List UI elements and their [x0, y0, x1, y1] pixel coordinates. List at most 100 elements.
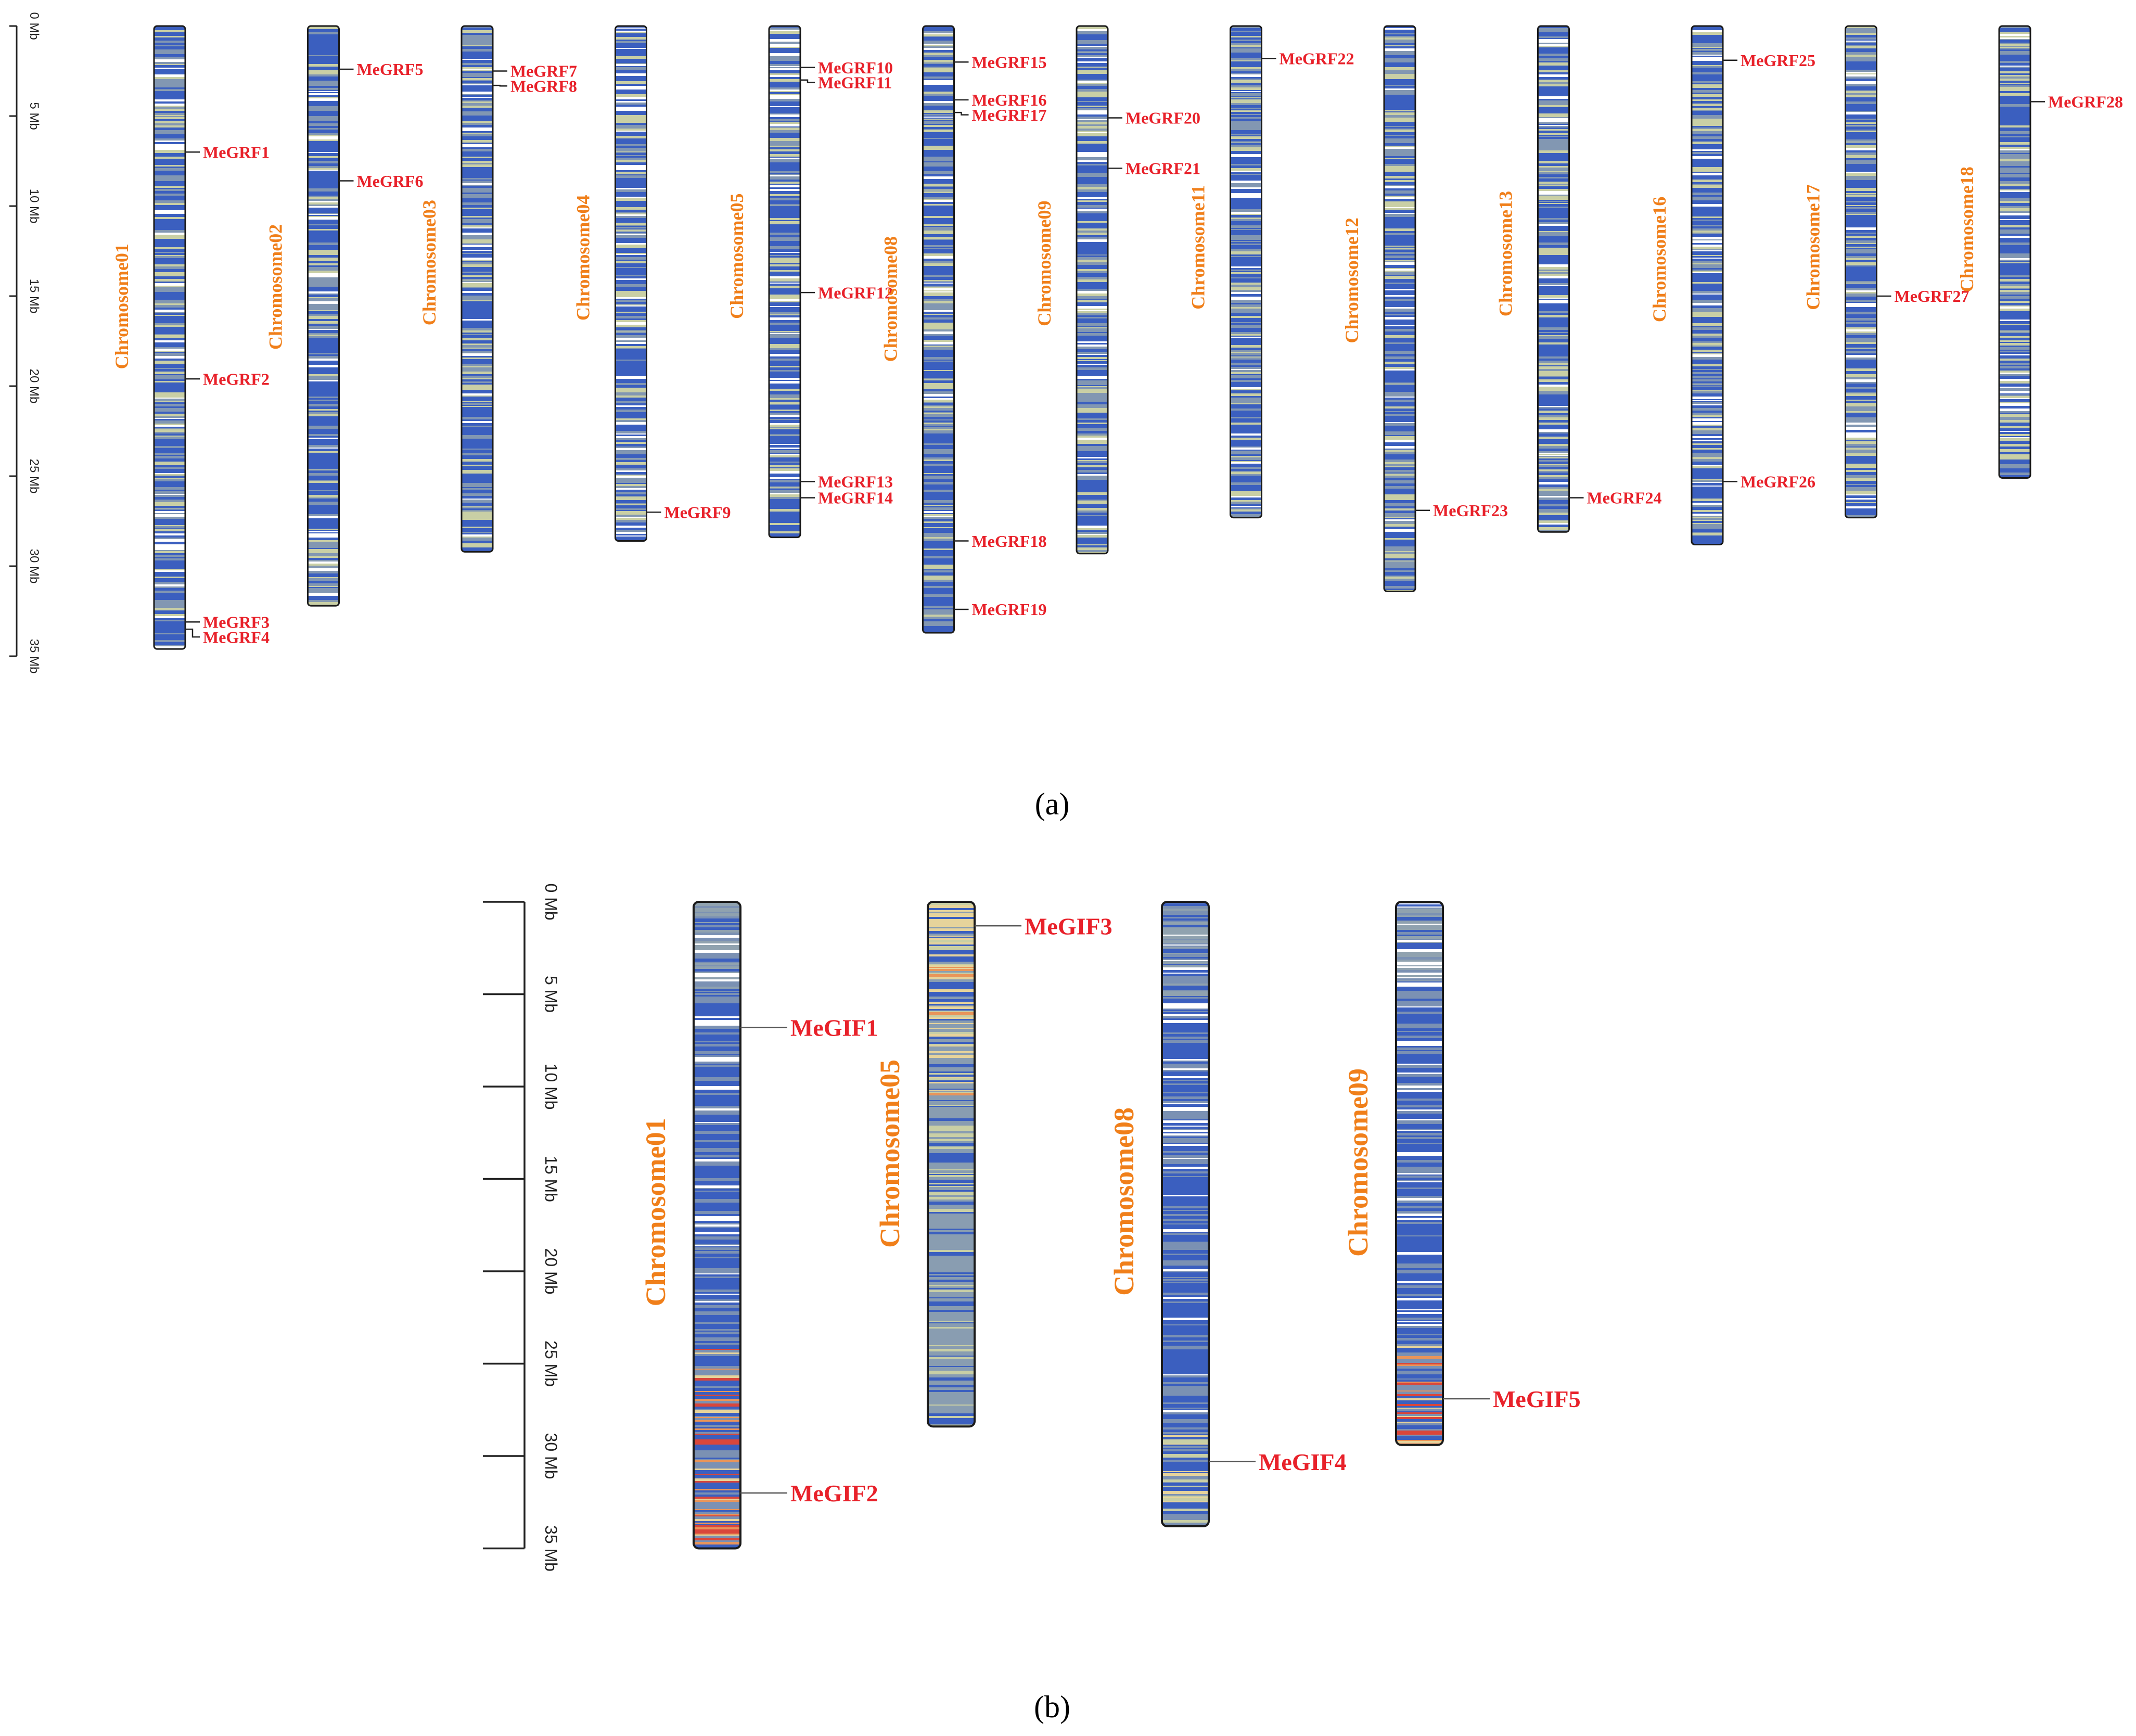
scale-tick-label: 25 Mb — [27, 459, 41, 494]
panel-b-scale-axis: 0 Mb 5 Mb 10 Mb 15 Mb 20 Mb 25 Mb 30 Mb 35 Mb — [483, 883, 560, 1572]
chromosome-name: Chromosome02 — [265, 224, 286, 350]
gene-label: MeGRF5 — [357, 60, 424, 79]
chromosome-chromosome01: Chromosome01 MeGIF1 MeGIF2 — [640, 901, 878, 1550]
chromosome-outline — [1383, 25, 1416, 592]
gene-leader-line — [800, 79, 815, 83]
gene-density-stripes — [1999, 26, 2030, 478]
panel-b-chromosomes: Chromosome01 MeGIF1 MeGIF2 Chromosome05 MeGI… — [640, 901, 1581, 1550]
chromosome-outline — [1395, 901, 1444, 1446]
panel-a-grf-chromosome-map: 0 Mb 5 Mb 10 Mb 15 Mb 20 Mb 25 Mb 30 Mb 35 Mb C… — [9, 12, 2123, 821]
chromosome-name: Chromosome09 — [1342, 1068, 1374, 1257]
chromosome-name: Chromosome12 — [1341, 218, 1362, 343]
panel-a-chromosomes: Chromosome01MeGRF1MeGRF2MeGRF3MeGRF4Chro… — [111, 25, 2123, 650]
gene-density-stripes — [1230, 26, 1262, 518]
chromosome-outline — [1537, 25, 1570, 533]
gene-label: MeGRF24 — [1587, 489, 1662, 507]
panel-a-caption: (a) — [1035, 787, 1070, 821]
gene-density-stripes — [1692, 26, 1723, 545]
gene-label: MeGRF6 — [357, 172, 424, 190]
gene-label: MeGRF11 — [818, 73, 892, 92]
gene-density-stripes — [1396, 902, 1443, 1445]
chromosome-name: Chromosome05 — [726, 194, 747, 319]
gene-density-stripes — [462, 26, 493, 552]
chromosome-chromosome18: Chromosome18 MeGRF28 — [1956, 25, 2123, 479]
gene-label: MeGRF27 — [1895, 287, 1969, 305]
gene-label: MeGRF18 — [972, 532, 1047, 551]
chromosome-name: Chromosome03 — [419, 200, 440, 325]
chromosome-outline — [307, 25, 340, 607]
chromosome-name: Chromosome08 — [1108, 1107, 1140, 1296]
chromosome-chromosome04: Chromosome04 MeGRF9 — [573, 25, 731, 542]
chromosome-chromosome16: Chromosome16 MeGRF25 MeGRF26 — [1649, 25, 1815, 545]
chromosome-outline — [1076, 25, 1109, 555]
gene-label: MeGRF26 — [1741, 473, 1815, 491]
gene-label: MeGIF4 — [1259, 1449, 1347, 1475]
scale-tick-label: 0 Mb — [542, 883, 560, 920]
scale-tick-label: 35 Mb — [542, 1525, 560, 1572]
chromosome-outline — [1161, 901, 1210, 1527]
chromosome-name: Chromosome09 — [1034, 201, 1055, 326]
chromosome-name: Chromosome05 — [874, 1060, 905, 1248]
chromosome-outline — [1691, 25, 1724, 545]
gene-density-stripes — [1162, 902, 1209, 1526]
chromosome-name: Chromosome11 — [1188, 185, 1209, 309]
chromosome-outline — [768, 25, 801, 539]
gene-label: MeGRF23 — [1433, 501, 1508, 520]
chromosome-name: Chromosome18 — [1956, 167, 1977, 292]
scale-tick-label: 0 Mb — [27, 12, 41, 40]
gene-label: MeGRF9 — [664, 503, 731, 521]
gene-label: MeGIF3 — [1025, 913, 1112, 939]
gene-leader-line — [493, 84, 507, 87]
chromosome-outline — [1998, 25, 2031, 479]
gene-label: MeGIF2 — [790, 1480, 878, 1507]
scale-tick-label: 20 Mb — [542, 1248, 560, 1295]
chromosome-outline — [153, 25, 186, 650]
chromosome-outline — [693, 901, 741, 1550]
chromosome-outline — [1230, 25, 1262, 519]
chromosome-outline — [922, 25, 955, 634]
gene-label: MeGRF7 — [510, 62, 577, 81]
gene-label: MeGRF13 — [818, 473, 893, 491]
gene-density-stripes — [154, 26, 185, 649]
gene-label: MeGIF5 — [1493, 1386, 1581, 1412]
gene-label: MeGIF1 — [790, 1015, 878, 1041]
chromosome-outline — [615, 25, 647, 542]
scale-tick-label: 5 Mb — [27, 102, 41, 130]
gene-label: MeGRF19 — [972, 600, 1047, 619]
gene-leader-line — [185, 628, 200, 638]
gene-label: MeGRF3 — [203, 612, 270, 631]
gene-density-stripes — [923, 26, 954, 633]
gene-label: MeGRF10 — [818, 58, 893, 77]
gene-density-stripes — [1845, 26, 1877, 518]
gene-label: MeGRF17 — [972, 106, 1047, 124]
chromosome-name: Chromosome01 — [640, 1118, 671, 1306]
gene-density-stripes — [615, 26, 647, 541]
gene-density-stripes — [769, 26, 800, 538]
chromosome-name: Chromosome17 — [1803, 184, 1824, 310]
chromosome-name: Chromosome16 — [1649, 197, 1670, 322]
chromosome-name: Chromosome13 — [1495, 191, 1516, 316]
gene-density-stripes — [1077, 26, 1108, 554]
gene-label: MeGRF4 — [203, 628, 270, 646]
scale-tick-label: 10 Mb — [27, 189, 41, 224]
scale-tick-label: 30 Mb — [542, 1433, 560, 1479]
gene-leader-line — [954, 111, 969, 116]
gene-label: MeGRF15 — [972, 53, 1047, 71]
chromosome-name: Chromosome08 — [880, 236, 901, 362]
panel-b-gif-chromosome-map: 0 Mb 5 Mb 10 Mb 15 Mb 20 Mb 25 Mb 30 Mb 35 Mb C… — [483, 883, 1581, 1724]
chromosome-chromosome09: Chromosome09 MeGRF20 MeGRF21 — [1034, 25, 1200, 555]
panel-b-caption: (b) — [1034, 1690, 1070, 1724]
gene-density-stripes — [1384, 26, 1415, 592]
scale-tick-label: 10 Mb — [542, 1064, 560, 1110]
scale-tick-label: 30 Mb — [27, 549, 41, 584]
gene-label: MeGRF16 — [972, 91, 1047, 109]
chromosome-outline — [461, 25, 494, 553]
chromosome-chromosome17: Chromosome17 MeGRF27 — [1803, 25, 1969, 519]
chromosome-chromosome02: Chromosome02 MeGRF5 MeGRF6 — [265, 25, 424, 607]
gene-density-stripes — [694, 902, 740, 1549]
gene-label: MeGRF20 — [1125, 109, 1200, 127]
